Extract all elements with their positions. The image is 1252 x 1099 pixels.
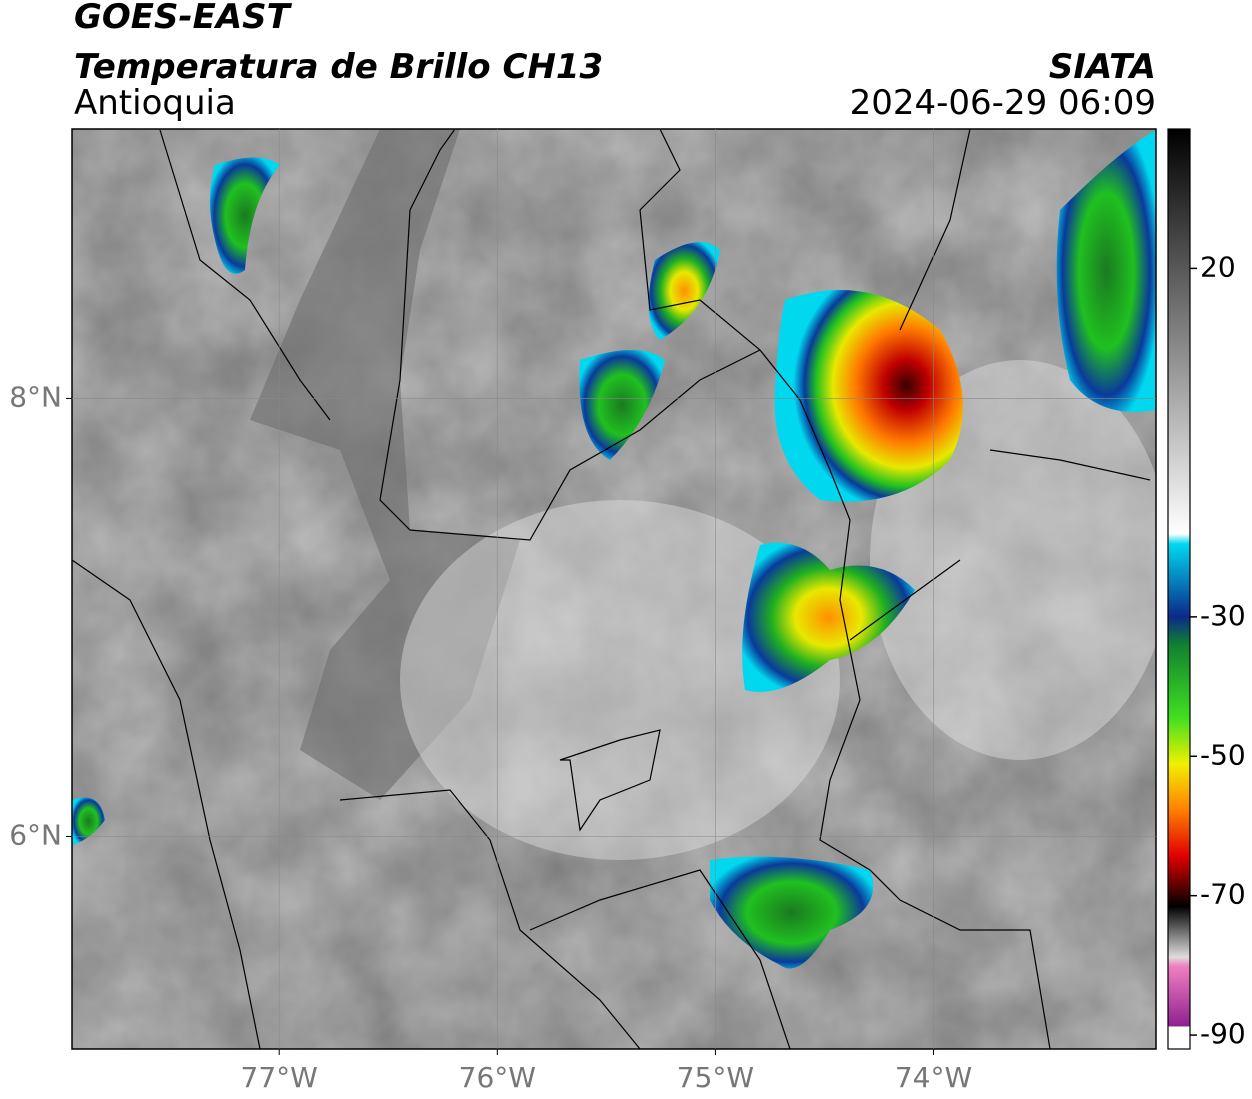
x-tick-label: 75°W xyxy=(677,1061,754,1094)
storm-cell xyxy=(210,157,280,274)
storm-cell xyxy=(774,290,963,502)
map xyxy=(72,129,1156,1049)
x-tick-label: 74°W xyxy=(895,1061,972,1094)
storm-cell xyxy=(710,856,874,969)
x-tick-label: 76°W xyxy=(459,1061,536,1094)
x-tick-label: 77°W xyxy=(241,1061,318,1094)
region: Antioquia xyxy=(74,83,236,123)
colorbar-tick-label: -50 xyxy=(1200,738,1246,771)
colorbar-tick-label: -70 xyxy=(1200,878,1246,911)
title: GOES-EAST xyxy=(74,0,293,37)
storm-cell xyxy=(648,242,720,340)
storm-cell xyxy=(742,542,915,692)
datetime: 2024-06-29 06:09 xyxy=(850,83,1156,123)
colorbar xyxy=(1167,128,1191,1050)
storm-cell xyxy=(72,797,105,845)
storm-cell xyxy=(1056,130,1156,412)
y-tick-label: 8°N xyxy=(9,380,62,413)
colorbar-tick-label: -90 xyxy=(1200,1017,1246,1050)
y-tick-label: 6°N xyxy=(9,819,62,852)
sea-area xyxy=(250,129,520,800)
subtitle: Temperatura de Brillo CH13 xyxy=(74,47,603,87)
colorbar-tick-label: -30 xyxy=(1200,599,1246,632)
cloud xyxy=(400,500,840,860)
map-frame xyxy=(71,128,1157,1050)
storm-cell xyxy=(579,350,665,460)
colorbar-tick-label: 20 xyxy=(1200,250,1236,283)
source: SIATA xyxy=(1049,47,1156,87)
